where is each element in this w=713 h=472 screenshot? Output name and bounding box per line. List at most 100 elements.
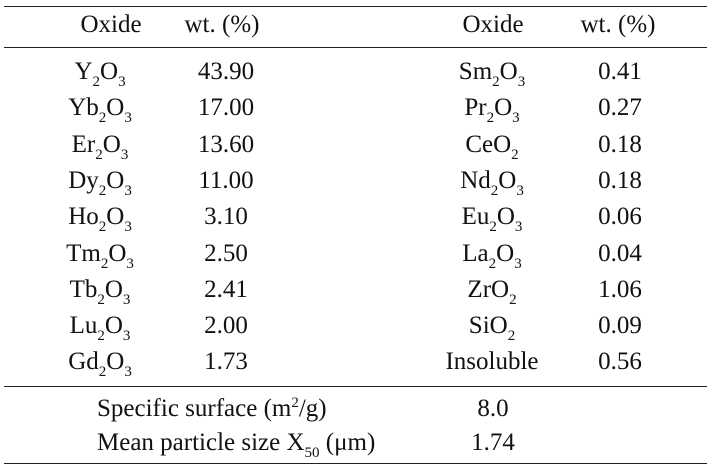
- formula-text: O: [496, 203, 515, 230]
- wt-cell: 2.41: [204, 276, 248, 303]
- oxide-cell: La2O3: [462, 239, 522, 272]
- oxide-cell: Eu2O3: [461, 202, 523, 235]
- header-wt-left: wt. (%): [184, 11, 260, 38]
- formula-subscript: 2: [100, 256, 109, 272]
- wt-cell: 2.50: [204, 240, 248, 267]
- formula-subscript: 3: [514, 219, 523, 235]
- formula-subscript: 2: [92, 74, 101, 90]
- formula-subscript: 2: [98, 183, 107, 199]
- formula-text: Y: [74, 58, 93, 85]
- formula-text: O: [104, 276, 123, 303]
- formula-subscript: 2: [488, 256, 497, 272]
- wt-cell: 3.10: [204, 203, 248, 230]
- oxide-cell: Lu2O3: [70, 311, 131, 344]
- formula-text: CeO: [465, 131, 512, 158]
- formula-subscript: 2: [507, 328, 516, 344]
- label-text: (μm): [319, 429, 376, 456]
- wt-cell: 0.41: [598, 58, 642, 85]
- wt-cell: 17.00: [197, 94, 255, 121]
- oxide-cell: Ho2O3: [68, 202, 132, 235]
- formula-text: Gd: [68, 348, 99, 375]
- formula-text: O: [100, 58, 119, 85]
- oxide-cell: Sm2O3: [458, 57, 526, 90]
- formula-text: Ho: [68, 203, 99, 230]
- oxide-cell: ZrO2: [467, 275, 517, 308]
- wt-cell: 43.90: [197, 58, 255, 85]
- header-rule: [4, 47, 707, 48]
- formula-subscript: 3: [124, 110, 132, 126]
- formula-text: O: [106, 348, 125, 375]
- formula-subscript: 2: [511, 147, 519, 163]
- header-oxide-left: Oxide: [80, 11, 142, 38]
- formula-text: Dy: [68, 167, 99, 194]
- label-text: Mean particle size X: [97, 429, 305, 456]
- oxide-cell: Nd2O3: [460, 166, 524, 199]
- formula-subscript: 3: [124, 364, 132, 380]
- formula-subscript: 2: [492, 74, 500, 90]
- formula-subscript: 3: [118, 74, 126, 90]
- formula-subscript: 3: [512, 110, 520, 126]
- formula-subscript: 3: [517, 74, 526, 90]
- oxide-cell: Dy2O3: [68, 166, 132, 199]
- oxide-cell: Y2O3: [74, 57, 126, 90]
- header-wt-right: wt. (%): [580, 11, 656, 38]
- formula-subscript: 2: [489, 219, 497, 235]
- oxide-cell: Tb2O3: [69, 275, 131, 308]
- label-sub: 50: [304, 445, 320, 461]
- oxide-cell: Tm2O3: [66, 239, 134, 272]
- label-sup: 2: [291, 395, 299, 411]
- formula-subscript: 2: [98, 364, 107, 380]
- formula-subscript: 2: [98, 219, 107, 235]
- wt-cell: 0.09: [598, 312, 642, 339]
- formula-subscript: 2: [97, 328, 105, 344]
- formula-subscript: 2: [95, 147, 103, 163]
- formula-subscript: 3: [124, 183, 132, 199]
- formula-subscript: 2: [97, 292, 105, 308]
- oxide-cell: Yb2O3: [68, 93, 132, 126]
- formula-text: O: [104, 312, 123, 339]
- body-rule: [4, 386, 707, 387]
- formula-text: ZrO: [467, 276, 510, 303]
- formula-subscript: 2: [486, 110, 495, 126]
- table-top-rule: [4, 6, 707, 7]
- formula-text: O: [102, 131, 121, 158]
- formula-subscript: 2: [490, 183, 499, 199]
- formula-text: SiO: [468, 312, 508, 339]
- label-text: /g): [298, 395, 327, 422]
- formula-subscript: 3: [516, 183, 524, 199]
- formula-subscript: 2: [509, 292, 517, 308]
- formula-text: Eu: [461, 203, 490, 230]
- oxide-cell: Er2O3: [71, 130, 129, 163]
- formula-subscript: 3: [124, 219, 132, 235]
- specific-surface-label: Specific surface (m2/g): [97, 394, 327, 424]
- formula-text: O: [106, 203, 125, 230]
- wt-cell: 0.18: [598, 131, 642, 158]
- formula-text: Tb: [69, 276, 98, 303]
- formula-text: Yb: [68, 94, 99, 121]
- oxide-cell: CeO2: [465, 130, 519, 163]
- wt-cell: 1.73: [204, 348, 248, 375]
- wt-cell: 0.04: [598, 240, 642, 267]
- oxide-cell: Pr2O3: [464, 93, 520, 126]
- formula-text: Sm: [458, 58, 493, 85]
- formula-text: Er: [71, 131, 96, 158]
- formula-text: O: [108, 240, 127, 267]
- formula-subscript: 3: [126, 256, 134, 272]
- formula-text: O: [499, 58, 518, 85]
- formula-text: O: [106, 94, 125, 121]
- formula-subscript: 3: [122, 328, 131, 344]
- formula-text: Insoluble: [445, 348, 539, 375]
- formula-text: Pr: [464, 94, 487, 121]
- wt-cell: 0.27: [598, 94, 642, 121]
- formula-text: O: [494, 94, 513, 121]
- formula-text: Nd: [460, 167, 491, 194]
- table-bottom-rule: [4, 463, 707, 464]
- formula-subscript: 3: [514, 256, 522, 272]
- wt-cell: 13.60: [197, 131, 255, 158]
- formula-subscript: 2: [98, 110, 107, 126]
- wt-cell: 0.18: [598, 167, 642, 194]
- formula-subscript: 3: [122, 292, 131, 308]
- formula-subscript: 3: [120, 147, 129, 163]
- particle-size-value: 1.74: [471, 429, 515, 456]
- particle-size-label: Mean particle size X50 (μm): [97, 428, 376, 461]
